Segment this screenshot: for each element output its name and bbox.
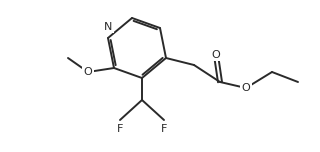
Text: O: O bbox=[84, 67, 92, 77]
Text: F: F bbox=[161, 124, 167, 134]
Text: F: F bbox=[117, 124, 123, 134]
Text: N: N bbox=[104, 22, 112, 32]
Text: O: O bbox=[242, 83, 250, 93]
Text: O: O bbox=[212, 50, 220, 60]
